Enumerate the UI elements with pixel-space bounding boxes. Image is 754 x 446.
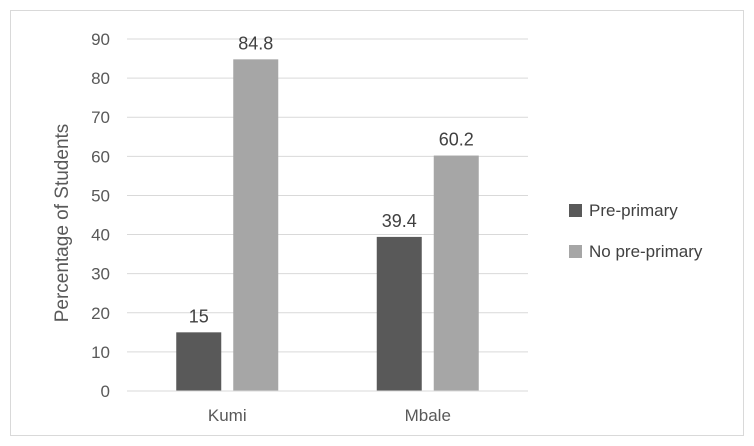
- y-tick-label: 80: [91, 69, 110, 88]
- data-label: 60.2: [439, 130, 474, 150]
- x-tick-label: Mbale: [405, 406, 451, 425]
- y-tick-label: 20: [91, 304, 110, 323]
- data-label: 15: [189, 306, 209, 326]
- legend-swatch: [569, 245, 582, 258]
- y-tick-label: 10: [91, 343, 110, 362]
- bars: [176, 59, 479, 392]
- x-axis-ticks: Kumi Mbale: [208, 406, 451, 425]
- bar: [376, 236, 422, 391]
- y-tick-label: 40: [91, 226, 110, 245]
- legend-label: Pre-primary: [589, 201, 678, 220]
- legend: Pre-primary No pre-primary: [569, 201, 703, 261]
- bar: [433, 155, 479, 391]
- y-tick-label: 60: [91, 147, 110, 166]
- x-tick-label: Kumi: [208, 406, 247, 425]
- bar: [176, 332, 222, 391]
- y-tick-label: 0: [101, 382, 110, 401]
- y-tick-label: 30: [91, 265, 110, 284]
- y-tick-label: 90: [91, 30, 110, 49]
- data-label: 39.4: [382, 211, 417, 231]
- legend-label: No pre-primary: [589, 242, 703, 261]
- data-labels: 15 84.8 39.4 60.2: [189, 33, 474, 326]
- y-axis-ticks: 0 10 20 30 40 50 60 70 80 90: [91, 30, 110, 401]
- y-axis-label: Percentage of Students: [52, 124, 73, 323]
- bar: [233, 59, 279, 392]
- legend-swatch: [569, 204, 582, 217]
- data-label: 84.8: [238, 33, 273, 53]
- y-tick-label: 70: [91, 108, 110, 127]
- y-tick-label: 50: [91, 186, 110, 205]
